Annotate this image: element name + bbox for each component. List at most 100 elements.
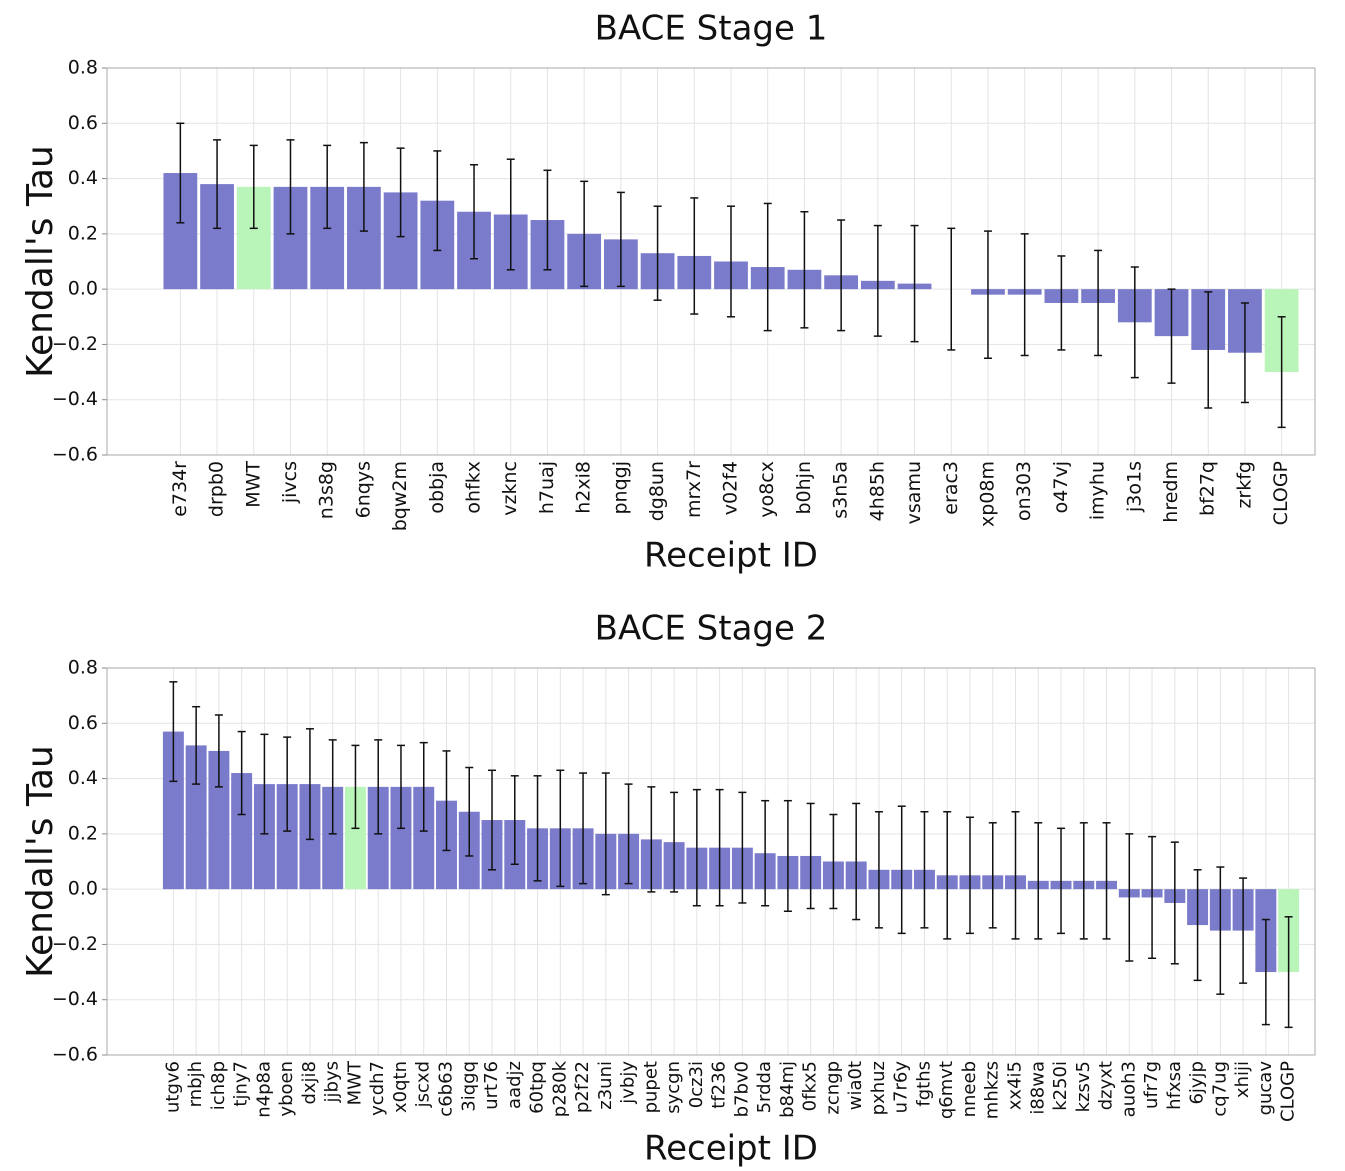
x-tick-label: xx4i5 (1005, 1061, 1026, 1110)
x-tick-label: imyhu (1087, 461, 1109, 520)
x-tick-label: yo8cx (756, 461, 778, 518)
x-tick-label: gucav (1255, 1061, 1276, 1116)
x-tick-label: b7bv0 (731, 1061, 752, 1117)
x-tick-label: vzknc (499, 461, 521, 516)
x-tick-label: tf236 (709, 1061, 730, 1109)
chart-title: BACE Stage 2 (595, 609, 828, 649)
y-tick-label: 0.8 (68, 657, 98, 679)
x-tick-label: j3o1s (1123, 461, 1145, 513)
x-tick-label: kzsv5 (1073, 1061, 1094, 1112)
x-tick-label: pnqgj (609, 461, 631, 515)
y-axis-label: Kendall's Tau (20, 745, 61, 978)
x-tick-label: utgv6 (162, 1061, 183, 1113)
x-tick-label: 60tpq (527, 1061, 548, 1114)
x-tick-label: tjny7 (231, 1061, 252, 1107)
x-tick-label: dxji8 (299, 1061, 320, 1105)
x-tick-label: b0hjn (793, 461, 815, 515)
x-tick-label: ohfkx (463, 461, 485, 514)
y-tick-label: 0.4 (68, 167, 98, 189)
bar (344, 786, 366, 890)
y-tick-label: 0.2 (68, 222, 98, 244)
x-tick-label: 5rdda (754, 1061, 775, 1113)
x-tick-label: 0fkx5 (800, 1061, 821, 1111)
y-tick-label: −0.6 (52, 1044, 98, 1066)
x-tick-label: u7r6y (891, 1061, 912, 1114)
bar (390, 786, 412, 890)
bar (208, 750, 230, 890)
x-tick-label: xp08m (976, 461, 998, 527)
bar (367, 786, 389, 890)
plot-frame (106, 667, 1316, 1056)
x-axis-label: Receipt ID (644, 1129, 818, 1169)
x-tick-label: 0cz3i (686, 1061, 707, 1108)
x-tick-label: zrkfg (1233, 461, 1255, 509)
x-tick-label: jivcs (279, 461, 301, 504)
x-tick-label: p2f22 (572, 1061, 593, 1113)
x-tick-label: CLOGP (1270, 461, 1292, 525)
x-tick-label: n3s8g (316, 461, 338, 519)
x-tick-label: mrx7r (683, 461, 705, 518)
x-tick-label: rnbjh (185, 1061, 206, 1107)
x-tick-label: o47vj (1050, 461, 1072, 513)
x-tick-label: bf27q (1197, 461, 1219, 516)
bar (162, 731, 184, 890)
bar (231, 773, 253, 890)
x-tick-label: fgths (913, 1061, 934, 1107)
x-tick-label: ufr7g (1141, 1061, 1162, 1109)
y-tick-label: 0.6 (68, 712, 98, 734)
x-tick-label: MWT (344, 1060, 365, 1105)
x-tick-label: p280k (549, 1060, 570, 1117)
x-tick-label: aadjz (504, 1061, 525, 1109)
x-tick-label: zcngp (822, 1061, 843, 1115)
x-tick-label: pupet (640, 1061, 661, 1113)
x-tick-label: sycgn (663, 1061, 684, 1114)
bar (253, 784, 275, 890)
x-tick-label: drpb0 (206, 461, 228, 517)
x-tick-label: 6nqys (352, 461, 374, 518)
x-tick-label: z3uni (595, 1061, 616, 1110)
y-tick-label: −0.4 (52, 988, 98, 1010)
x-tick-label: pxhuz (868, 1061, 889, 1115)
x-tick-label: obbja (426, 461, 448, 514)
x-tick-label: b84mj (777, 1061, 798, 1118)
x-tick-label: vsamu (903, 461, 925, 524)
x-tick-label: cq7ug (1209, 1061, 1230, 1117)
x-tick-label: wia0t (845, 1061, 866, 1110)
x-tick-label: c6b63 (436, 1061, 457, 1117)
x-tick-label: v02f4 (720, 461, 742, 515)
x-tick-label: nneeb (959, 1061, 980, 1117)
x-tick-label: 4h85h (866, 461, 888, 521)
x-tick-label: x0qtn (390, 1061, 411, 1113)
x-tick-label: CLOGP (1278, 1061, 1299, 1122)
x-tick-label: jjbys (322, 1061, 343, 1103)
x-tick-label: 6jyjp (1187, 1061, 1208, 1105)
x-tick-label: on303 (1013, 461, 1035, 521)
y-tick-label: 0.6 (68, 112, 98, 134)
x-tick-label: auoh3 (1118, 1061, 1139, 1117)
x-tick-label: ycdh7 (367, 1061, 388, 1116)
y-tick-label: 0.8 (68, 57, 98, 79)
x-tick-label: MWT (242, 461, 264, 508)
x-tick-label: k250i (1050, 1061, 1071, 1111)
x-tick-label: e734r (169, 461, 191, 517)
x-tick-label: erac3 (940, 461, 962, 515)
x-tick-label: hfxsa (1164, 1061, 1185, 1110)
bar (276, 784, 298, 890)
x-tick-label: h7uaj (536, 461, 558, 514)
y-tick-label: −0.2 (52, 933, 98, 955)
y-tick-label: 0.0 (68, 278, 98, 300)
y-tick-label: −0.6 (52, 444, 98, 466)
y-axis-label: Kendall's Tau (20, 145, 61, 378)
x-tick-label: s3n5a (830, 461, 852, 519)
x-tick-label: q6mvt (936, 1061, 957, 1119)
x-tick-label: jscxd (413, 1061, 434, 1108)
x-tick-label: xhiji (1232, 1061, 1253, 1098)
bar (322, 786, 344, 890)
x-tick-label: bqw2m (389, 461, 411, 531)
x-tick-label: ich8p (208, 1061, 229, 1110)
x-tick-label: n4p8a (253, 1061, 274, 1118)
bar (413, 786, 435, 890)
y-tick-label: −0.4 (52, 388, 98, 410)
